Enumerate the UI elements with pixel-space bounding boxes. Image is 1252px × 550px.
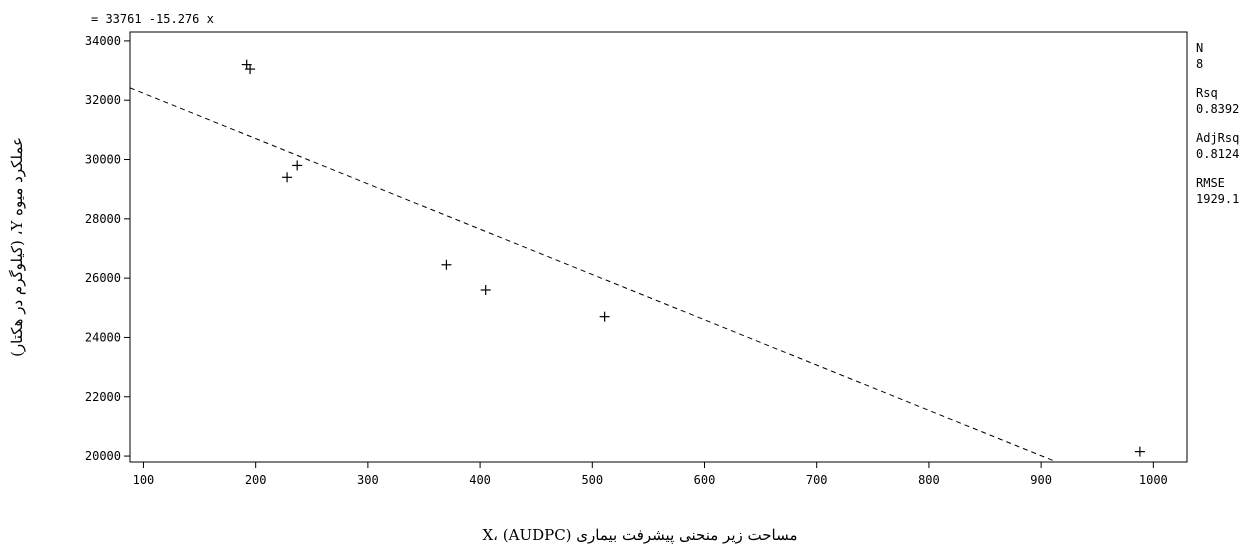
data-point — [282, 172, 293, 183]
y-tick-label: 32000 — [85, 93, 121, 107]
y-tick-label: 24000 — [85, 330, 121, 344]
stat-label: AdjRsq — [1196, 131, 1239, 145]
x-axis-label: مساحت زیر منحنی پیشرفت بیماری X، (AUDPC) — [482, 526, 797, 544]
y-tick-label: 22000 — [85, 390, 121, 404]
data-point — [480, 285, 491, 295]
stat-value: 0.8392 — [1196, 102, 1239, 116]
y-tick-label: 28000 — [85, 212, 121, 226]
x-tick-label: 100 — [133, 473, 155, 487]
data-point — [441, 259, 452, 270]
data-points — [241, 59, 1145, 457]
stat-value: 8 — [1196, 57, 1203, 71]
stats-panel: N 8 Rsq 0.8392 AdjRsq 0.8124 RMSE 1929.1 — [1196, 41, 1239, 206]
stat-label: RMSE — [1196, 176, 1225, 190]
y-tick-label: 34000 — [85, 34, 121, 48]
data-point — [1134, 446, 1145, 457]
x-tick-label: 800 — [918, 473, 940, 487]
x-tick-label: 900 — [1030, 473, 1052, 487]
stat-value: 1929.1 — [1196, 192, 1239, 206]
y-axis: 20000 22000 24000 26000 28000 30000 32000 34000 — [85, 34, 130, 463]
x-tick-label: 1000 — [1139, 473, 1168, 487]
y-tick-label: 30000 — [85, 153, 121, 167]
x-axis: 100 200 300 400 500 600 700 800 900 1000 — [133, 462, 1168, 487]
stat-value: 0.8124 — [1196, 147, 1239, 161]
regression-line — [129, 87, 1057, 463]
x-tick-label: 500 — [581, 473, 603, 487]
fit-line-layer — [129, 87, 1057, 463]
x-tick-label: 400 — [469, 473, 491, 487]
x-tick-label: 600 — [694, 473, 716, 487]
y-axis-label: عملکرد میوه Y، (کیلوگرم در هکتار) — [8, 137, 26, 357]
stat-label: Rsq — [1196, 86, 1218, 100]
plot-frame — [129, 31, 1188, 463]
data-point — [292, 160, 303, 171]
x-tick-label: 200 — [245, 473, 267, 487]
x-tick-label: 300 — [357, 473, 379, 487]
stat-label: N — [1196, 41, 1203, 55]
data-point — [245, 64, 256, 75]
y-tick-label: 26000 — [85, 271, 121, 285]
data-point — [599, 311, 610, 322]
regression-equation: = 33761 -15.276 x — [91, 12, 214, 26]
y-tick-label: 20000 — [85, 449, 121, 463]
x-tick-label: 700 — [806, 473, 828, 487]
